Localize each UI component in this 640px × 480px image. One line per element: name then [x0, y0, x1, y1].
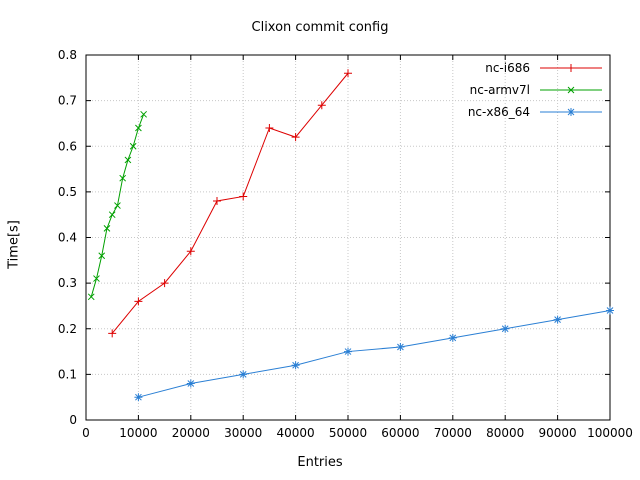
x-tick-label: 60000	[381, 426, 419, 440]
x-tick-label: 80000	[486, 426, 524, 440]
x-tick-label: 10000	[119, 426, 157, 440]
series-line	[111, 72, 349, 334]
x-axis-label: Entries	[297, 455, 343, 470]
axes	[85, 54, 611, 421]
series-markers	[87, 110, 147, 301]
y-tick-label: 0.2	[58, 322, 77, 336]
y-tick-label: 0	[69, 413, 77, 427]
series-markers	[134, 306, 614, 402]
x-tick-label: 20000	[172, 426, 210, 440]
y-tick-label: 0.5	[58, 185, 77, 199]
series-line	[138, 310, 611, 398]
y-tick-label: 0.8	[58, 48, 77, 62]
y-tick-label: 0.4	[58, 231, 77, 245]
chart-title: Clixon commit config	[251, 20, 389, 35]
legend-sample-marker	[567, 64, 575, 72]
tick-labels: 0 10000 20000 30000 40000 50000 60000 70000 8000…	[58, 48, 633, 440]
series-nc-armv7l	[87, 110, 147, 301]
y-axis-label: Time[s]	[6, 220, 22, 269]
legend-label: nc-x86_64	[468, 105, 530, 119]
x-tick-label: 70000	[434, 426, 472, 440]
legend-label: nc-armv7l	[470, 83, 530, 97]
legend-label: nc-i686	[485, 61, 530, 75]
x-tick-label: 90000	[539, 426, 577, 440]
series-nc-i686	[108, 69, 352, 338]
y-tick-label: 0.7	[58, 94, 77, 108]
series-nc-x86_64	[134, 306, 614, 402]
legend: nc-i686 nc-armv7l nc-x86_64	[468, 61, 602, 119]
y-tick-label: 0.3	[58, 276, 77, 290]
x-tick-label: 100000	[587, 426, 633, 440]
x-tick-label: 30000	[224, 426, 262, 440]
y-tick-label: 0.1	[58, 367, 77, 381]
legend-sample-marker	[567, 86, 575, 94]
series-markers	[108, 69, 352, 338]
x-tick-label: 0	[82, 426, 90, 440]
legend-sample-marker	[567, 108, 575, 116]
grid	[85, 54, 611, 421]
x-tick-label: 40000	[277, 426, 315, 440]
x-tick-label: 50000	[329, 426, 367, 440]
y-tick-label: 0.6	[58, 139, 77, 153]
